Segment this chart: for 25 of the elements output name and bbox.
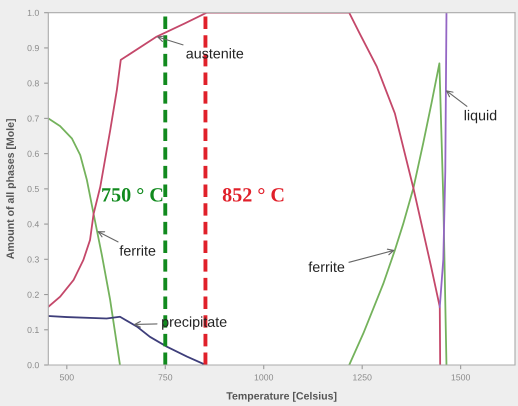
x-axis-title: Temperature [Celsius]: [226, 392, 336, 402]
line-series: [438, 12, 448, 308]
annotation: austenite: [186, 48, 244, 59]
ref-line-label: 750 ° C: [102, 188, 162, 202]
annotation: liquid: [464, 110, 496, 124]
y-tick-label: 0.5: [27, 186, 39, 192]
x-tick-label: 1500: [452, 374, 470, 380]
y-tick-label: 0.6: [27, 150, 39, 157]
y-tick-label: 0.8: [27, 80, 39, 86]
ref-line-label: 852 ° C: [222, 188, 284, 202]
y-tick-label: 0.0: [27, 362, 39, 368]
y-tick-label: 0.7: [27, 115, 39, 122]
x-tick-label: 500: [60, 374, 74, 380]
x-tick-label: 1250: [353, 374, 372, 380]
y-tick-label: 0.3: [27, 256, 39, 263]
y-tick-label: 0.2: [27, 292, 39, 298]
y-tick-label: 1.0: [28, 10, 39, 16]
annotation: ferrite: [120, 245, 156, 256]
x-tick-label: 750: [158, 374, 172, 380]
annotation: ferrite: [308, 262, 344, 272]
y-tick-label: 0.9: [27, 44, 39, 52]
y-tick-label: 0.1: [27, 326, 39, 334]
x-tick-label: 1000: [254, 374, 274, 380]
y-tick-label: 0.4: [27, 221, 40, 228]
y-axis-title: Amount of all phases [Mole]: [6, 119, 16, 259]
